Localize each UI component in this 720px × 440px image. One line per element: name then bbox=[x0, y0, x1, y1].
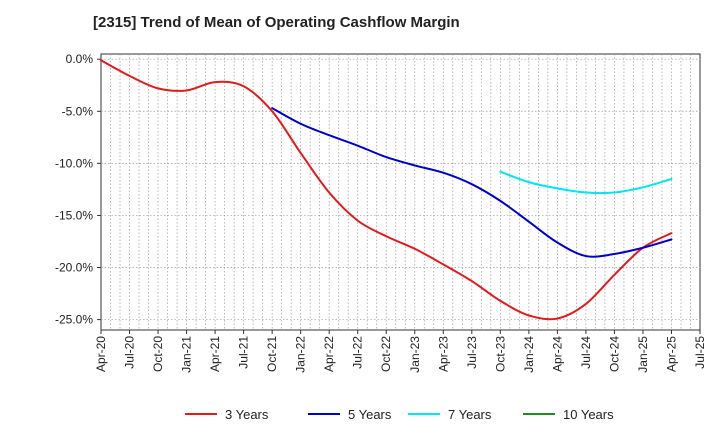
x-tick-label: Apr-24 bbox=[550, 336, 564, 372]
x-tick-label: Jul-21 bbox=[237, 336, 251, 369]
chart-title: [2315] Trend of Mean of Operating Cashfl… bbox=[93, 14, 460, 31]
x-tick-label: Apr-25 bbox=[664, 336, 678, 372]
x-tick-label: Apr-20 bbox=[94, 336, 108, 372]
x-tick-label: Oct-21 bbox=[265, 336, 279, 372]
x-tick-label: Jan-21 bbox=[180, 336, 194, 373]
legend-label: 7 Years bbox=[448, 407, 492, 422]
x-tick-label: Oct-20 bbox=[151, 336, 165, 372]
legend-label: 3 Years bbox=[225, 407, 269, 422]
x-tick-label: Jan-24 bbox=[522, 336, 536, 373]
x-tick-label: Jul-24 bbox=[579, 336, 593, 369]
x-tick-label: Jan-23 bbox=[408, 336, 422, 373]
x-tick-label: Jan-22 bbox=[294, 336, 308, 373]
x-tick-label: Apr-22 bbox=[322, 336, 336, 372]
y-tick-label: -15.0% bbox=[55, 208, 93, 222]
y-tick-label: 0.0% bbox=[66, 52, 94, 66]
y-tick-label: -5.0% bbox=[62, 104, 94, 118]
y-tick-label: -20.0% bbox=[55, 261, 93, 275]
y-tick-label: -25.0% bbox=[55, 313, 93, 327]
series-line-3-years bbox=[100, 59, 673, 321]
series-line-5-years bbox=[271, 107, 673, 258]
legend-label: 10 Years bbox=[563, 407, 614, 422]
x-tick-label: Jul-25 bbox=[693, 336, 707, 369]
x-tick-label: Oct-24 bbox=[607, 336, 621, 372]
legend-label: 5 Years bbox=[348, 407, 392, 422]
x-tick-label: Jan-25 bbox=[636, 336, 650, 373]
x-tick-label: Jul-22 bbox=[351, 336, 365, 369]
x-tick-label: Apr-23 bbox=[436, 336, 450, 372]
x-tick-label: Apr-21 bbox=[208, 336, 222, 372]
x-tick-label: Jul-23 bbox=[465, 336, 479, 369]
series-line-7-years bbox=[499, 170, 673, 195]
plot-area bbox=[100, 53, 701, 331]
x-tick-label: Oct-22 bbox=[379, 336, 393, 372]
y-tick-label: -10.0% bbox=[55, 156, 93, 170]
x-tick-label: Oct-23 bbox=[493, 336, 507, 372]
x-tick-label: Jul-20 bbox=[123, 336, 137, 369]
